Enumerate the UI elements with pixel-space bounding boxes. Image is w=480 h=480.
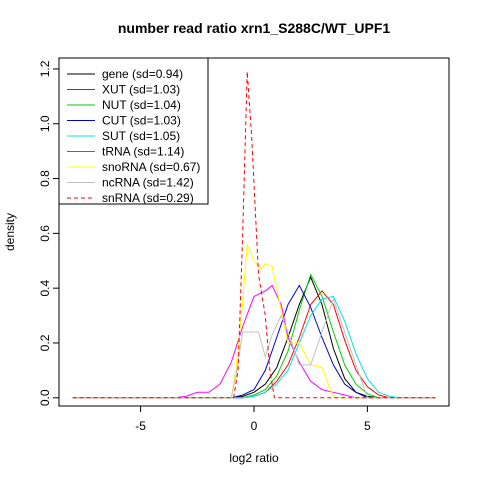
series-line-1 (72, 290, 436, 399)
y-tick-label: 1.2 (38, 60, 52, 77)
x-tick-label: 5 (364, 419, 371, 433)
y-tick-label: 0.0 (38, 389, 52, 406)
legend-entry-label: gene (sd=0.94) (102, 67, 183, 81)
series-line-3 (72, 284, 436, 399)
series-line-0 (72, 275, 436, 399)
y-tick-label: 0.6 (38, 225, 52, 242)
legend-entry-label: snRNA (sd=0.29) (102, 191, 194, 205)
series-line-7 (72, 297, 436, 399)
y-tick-label: 0.4 (38, 280, 52, 297)
series-layer (72, 71, 436, 399)
series-line-4 (72, 295, 436, 399)
y-axis: 0.0 0.2 0.4 0.6 0.8 1.0 1.2 (38, 60, 59, 406)
y-tick-label: 0.2 (38, 334, 52, 351)
legend-entry-label: CUT (sd=1.03) (102, 114, 181, 128)
legend: gene (sd=0.94) XUT (sd=1.03)NUT (sd=1.04)… (58, 57, 209, 205)
legend-entry-label: SUT (sd=1.05) (102, 129, 180, 143)
legend-box (58, 57, 209, 205)
x-axis-label: log2 ratio (229, 451, 279, 465)
y-tick-label: 1.0 (38, 115, 52, 132)
legend-entry-label: NUT (sd=1.04) (102, 98, 181, 112)
y-tick-label: 0.8 (38, 170, 52, 187)
legend-entry-label: XUT (sd=1.03) (102, 83, 180, 97)
series-line-2 (72, 273, 436, 399)
y-axis-label: density (3, 213, 17, 251)
legend-entry-label: snoRNA (sd=0.67) (102, 160, 200, 174)
legend-entry-label: ncRNA (sd=1.42) (102, 176, 194, 190)
x-tick-label: -5 (135, 419, 146, 433)
series-line-8 (72, 71, 436, 399)
x-tick-label: 0 (251, 419, 258, 433)
series-line-5 (72, 284, 436, 399)
x-axis: -5 0 5 (135, 406, 371, 433)
chart-title: number read ratio xrn1_S288C/WT_UPF1 (118, 20, 391, 36)
legend-entry-label: tRNA (sd=1.14) (102, 145, 184, 159)
series-line-6 (72, 244, 436, 399)
